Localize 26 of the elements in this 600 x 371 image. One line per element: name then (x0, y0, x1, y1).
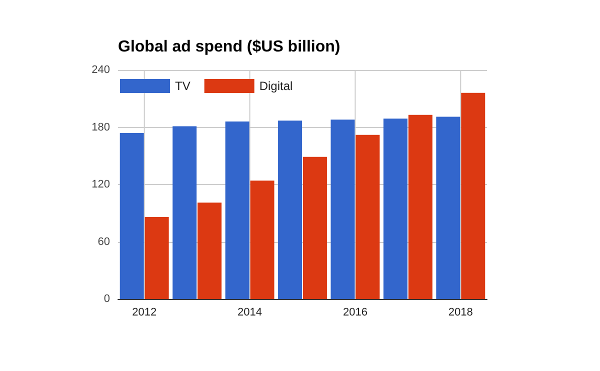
bar (408, 114, 432, 299)
y-tick-label: 120 (92, 178, 110, 190)
chart-title: Global ad spend ($US billion) (118, 38, 340, 56)
bar (172, 126, 197, 299)
bar (436, 116, 460, 299)
bar (302, 156, 327, 299)
y-tick-label: 60 (98, 236, 110, 248)
bar (356, 134, 380, 299)
legend-label: Digital (259, 79, 293, 93)
y-tick-label: 180 (92, 121, 110, 134)
bar (120, 132, 144, 299)
bar (198, 202, 222, 299)
bar (225, 122, 250, 299)
x-tick-label: 2016 (342, 306, 368, 318)
bar (383, 118, 408, 299)
y-tick-label: 0 (104, 293, 110, 305)
bar (330, 120, 355, 299)
x-tick-label: 2012 (132, 306, 157, 318)
bar (461, 92, 486, 299)
legend-label: TV (175, 79, 190, 93)
bar (250, 180, 274, 299)
x-tick-label: 2018 (448, 306, 473, 318)
y-tick-label: 240 (92, 64, 110, 76)
x-tick-label: 2014 (238, 306, 262, 318)
bar (278, 120, 302, 299)
bar (144, 216, 169, 299)
